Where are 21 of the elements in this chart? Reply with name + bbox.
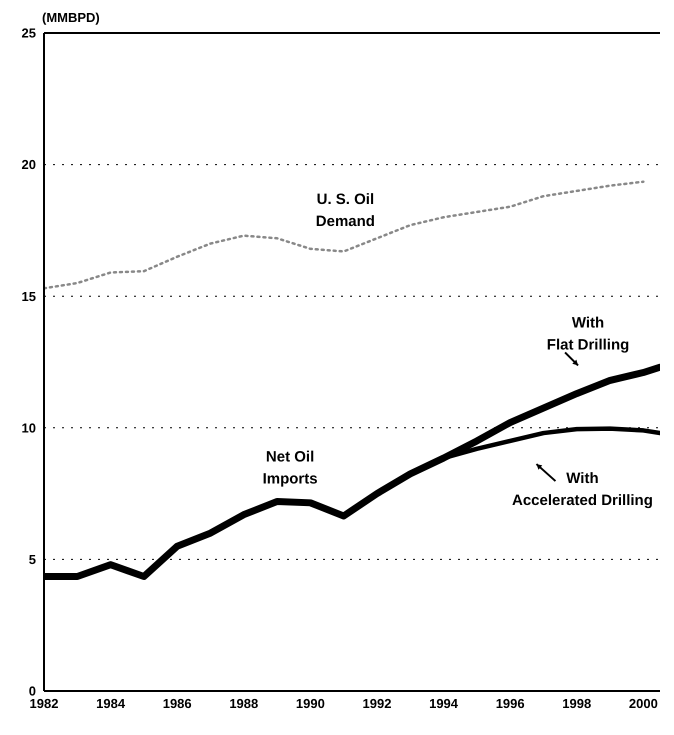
- legend-label: With Accelerated Drilling: [512, 470, 653, 510]
- y-tick-label: 5: [28, 552, 36, 568]
- y-axis-title: (MMBPD): [42, 10, 100, 25]
- x-tick-label: 1998: [562, 696, 592, 712]
- x-tick-label: 1988: [229, 696, 258, 712]
- x-tick-label: 1996: [496, 696, 525, 712]
- y-tick-label: 25: [22, 26, 36, 41]
- annotation: Net Oil Imports: [262, 448, 318, 488]
- y-tick-label: 15: [22, 288, 36, 304]
- y-tick-label: 0: [28, 684, 36, 699]
- x-tick-label: 1994: [429, 696, 459, 712]
- y-tick-label: 10: [22, 420, 36, 436]
- series-label: With Flat Drilling: [546, 314, 630, 354]
- series-label: U. S. Oil Demand: [316, 190, 375, 230]
- x-tick-label: 1992: [362, 696, 392, 712]
- x-tick-label: 1986: [162, 696, 192, 712]
- x-tick-label: 1982: [30, 696, 58, 712]
- x-tick-label: 2000: [628, 696, 658, 712]
- x-tick-label: 1984: [96, 696, 126, 712]
- x-tick-label: 1990: [296, 696, 325, 712]
- y-tick-label: 20: [22, 157, 36, 172]
